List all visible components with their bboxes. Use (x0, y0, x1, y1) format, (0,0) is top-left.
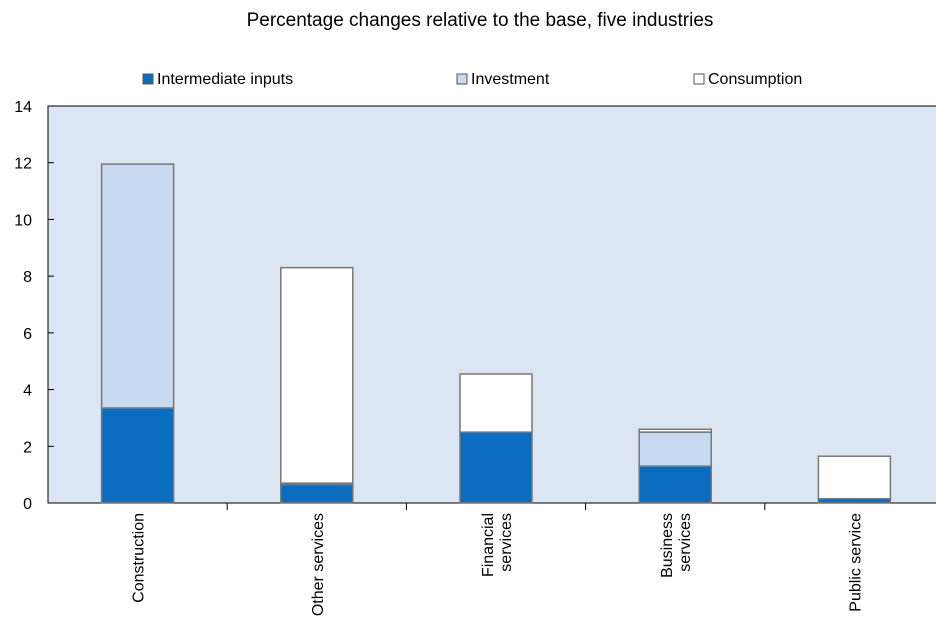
x-axis: Construction Other services Financial servi… (131, 503, 864, 616)
bar-segment (638, 428, 712, 433)
y-tick-label: 4 (23, 383, 32, 400)
y-tick-label: 12 (14, 156, 32, 173)
x-category-label: Construction (131, 513, 148, 603)
bars (100, 163, 892, 504)
bar-segment (280, 483, 354, 504)
x-category-label: Business (659, 513, 676, 578)
y-tick-label: 0 (23, 496, 32, 513)
legend-label: Consumption (708, 71, 802, 88)
x-category-label: Financial (480, 513, 497, 577)
y-tick-label: 8 (23, 269, 32, 286)
x-category-label: services (677, 513, 694, 572)
legend-label: Investment (471, 71, 550, 88)
bar-segment (817, 455, 892, 500)
x-category-label: Public service (847, 513, 864, 612)
bar-segment (638, 465, 712, 504)
legend-swatch (693, 73, 705, 85)
y-axis: 0 2 4 6 8 10 12 14 (14, 99, 54, 513)
x-category-label: Other services (310, 513, 327, 616)
chart-title: Percentage changes relative to the base,… (246, 10, 714, 31)
legend-swatch (456, 73, 468, 85)
bar-segment (459, 373, 533, 433)
y-tick-label: 6 (23, 326, 32, 343)
x-category-label: services (498, 513, 515, 572)
legend: Intermediate inputs Investment Consumption (142, 71, 802, 88)
legend-label: Intermediate inputs (157, 71, 293, 88)
bar-segment (100, 163, 175, 409)
legend-swatch (142, 73, 154, 85)
y-tick-label: 10 (14, 212, 32, 229)
y-tick-label: 2 (23, 439, 32, 456)
bar-segment (100, 407, 175, 504)
y-tick-label: 14 (14, 99, 32, 116)
bar-segment (280, 266, 354, 484)
bar-segment (638, 431, 712, 467)
bar-segment (459, 431, 533, 504)
